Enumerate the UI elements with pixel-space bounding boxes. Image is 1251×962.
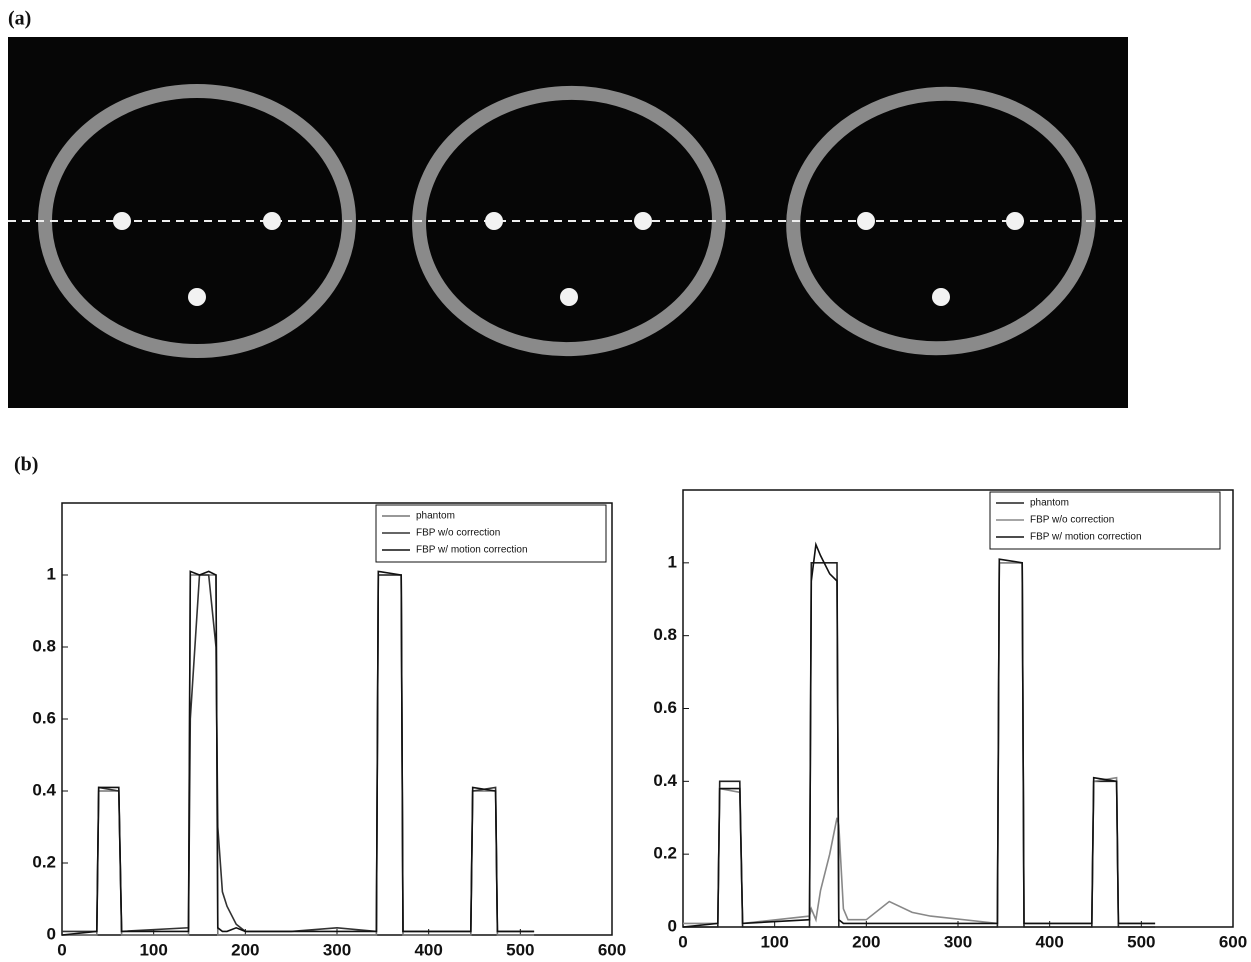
legend-label: FBP w/ motion correction (1030, 532, 1142, 543)
y-tick-label: 0.2 (653, 844, 677, 863)
x-tick-label: 500 (1127, 932, 1155, 951)
x-tick-label: 600 (598, 940, 626, 959)
y-tick-label: 0 (668, 916, 677, 935)
x-tick-label: 500 (506, 940, 534, 959)
series-line (683, 545, 1155, 927)
legend-label: phantom (1030, 498, 1069, 509)
y-tick-label: 0.6 (32, 708, 56, 727)
x-tick-label: 300 (944, 932, 972, 951)
series-line (683, 563, 1155, 927)
y-tick-label: 0.6 (653, 698, 677, 717)
plot-area (683, 490, 1233, 927)
y-tick-label: 0.8 (32, 636, 56, 655)
x-tick-label: 0 (678, 932, 687, 951)
x-tick-label: 100 (760, 932, 788, 951)
y-tick-label: 0 (47, 924, 56, 943)
x-tick-label: 400 (414, 940, 442, 959)
x-tick-label: 200 (852, 932, 880, 951)
x-tick-label: 0 (57, 940, 66, 959)
x-tick-label: 100 (139, 940, 167, 959)
x-tick-label: 200 (231, 940, 259, 959)
plot-area (62, 503, 612, 935)
y-tick-label: 0.8 (653, 625, 677, 644)
y-tick-label: 1 (47, 564, 56, 583)
legend-label: FBP w/o correction (1030, 515, 1114, 526)
legend-label: FBP w/o correction (416, 528, 500, 539)
x-tick-label: 600 (1219, 932, 1247, 951)
series-line (62, 575, 534, 931)
y-tick-label: 0.2 (32, 852, 56, 871)
series-line (683, 563, 1155, 924)
y-tick-label: 0.4 (32, 780, 56, 799)
x-tick-label: 300 (323, 940, 351, 959)
y-tick-label: 1 (668, 552, 677, 571)
y-tick-label: 0.4 (653, 771, 677, 790)
panel-label: (b) (14, 454, 38, 476)
series-line (62, 575, 534, 935)
panel-label: (a) (8, 8, 31, 30)
figure: (a) (b) 010020030040050060000.20.40.60.8… (0, 0, 1251, 962)
x-tick-label: 400 (1035, 932, 1063, 951)
legend-label: phantom (416, 511, 455, 522)
series-line (62, 571, 534, 935)
legend-label: FBP w/ motion correction (416, 545, 528, 556)
